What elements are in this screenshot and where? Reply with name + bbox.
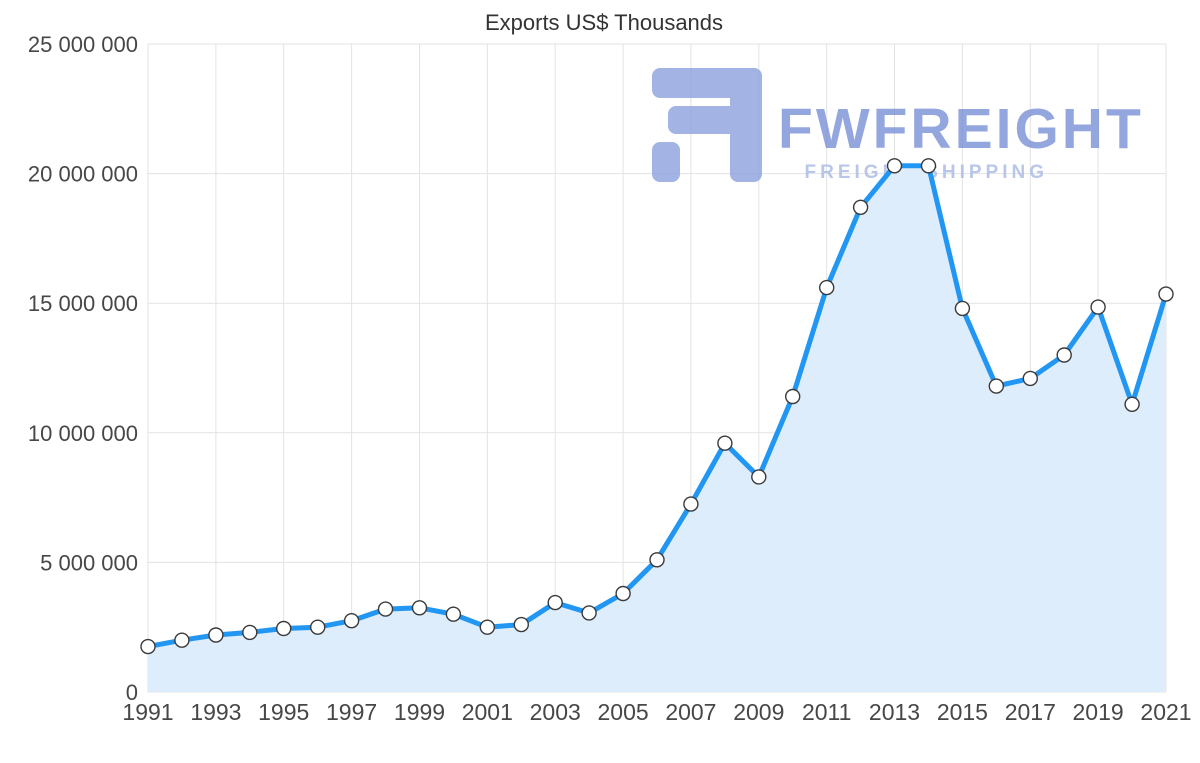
x-axis-tick-label: 2015 <box>937 699 988 725</box>
data-point-marker <box>920 158 937 174</box>
series-area-fill <box>148 165 1166 693</box>
watermark-brand-text: FWFREIGHT <box>778 97 1144 161</box>
data-point-marker <box>276 620 292 637</box>
y-axis-tick-label: 15 000 000 <box>28 291 138 316</box>
chart-title: Exports US$ Thousands <box>485 10 723 35</box>
data-point-marker <box>377 601 394 617</box>
data-point-marker <box>140 638 156 655</box>
y-axis-tick-label: 10 000 000 <box>28 421 138 446</box>
data-point-marker <box>513 616 529 633</box>
data-point-marker <box>310 619 326 635</box>
fwfreight-logo-icon <box>652 68 762 182</box>
data-point-marker <box>445 606 462 622</box>
x-axis-tick-label: 2003 <box>530 699 581 725</box>
x-axis-tick-label: 2017 <box>1005 699 1056 725</box>
data-point-marker <box>1090 299 1106 315</box>
logo-spine <box>730 68 762 182</box>
data-point-marker <box>785 388 801 405</box>
x-axis-tick-label: 2007 <box>665 699 716 725</box>
data-point-marker <box>615 585 631 602</box>
data-point-marker <box>547 594 563 611</box>
y-axis-tick-label: 25 000 000 <box>28 32 138 57</box>
data-point-marker <box>1056 347 1072 363</box>
series-layer <box>140 158 1174 693</box>
data-point-marker <box>1022 370 1039 387</box>
data-point-marker <box>208 627 224 643</box>
y-axis-tick-label: 5 000 000 <box>40 550 138 575</box>
y-axis-tick-label: 0 <box>126 680 138 705</box>
x-axis-tick-label: 2013 <box>869 699 920 725</box>
data-point-marker <box>751 469 767 485</box>
data-point-marker <box>988 378 1004 394</box>
data-point-marker <box>174 632 190 648</box>
x-axis-tick-label: 2005 <box>598 699 649 725</box>
data-point-marker <box>343 613 360 629</box>
data-point-marker <box>683 496 699 512</box>
fwfreight-watermark: FWFREIGHT FREIGHT SHIPPING <box>652 68 1144 183</box>
x-axis-tick-label: 1997 <box>326 699 377 725</box>
x-axis-tick-label: 1995 <box>258 699 309 725</box>
data-point-marker <box>1158 286 1174 302</box>
x-axis-tick-label: 1999 <box>394 699 445 725</box>
data-point-marker <box>479 619 495 635</box>
data-point-marker <box>819 279 835 296</box>
data-point-marker <box>886 158 903 174</box>
x-axis-tick-label: 1993 <box>190 699 241 725</box>
data-point-marker <box>852 199 869 216</box>
x-axis-tick-label: 2009 <box>733 699 784 725</box>
data-point-marker <box>411 600 428 616</box>
data-point-marker <box>954 300 971 317</box>
data-point-marker <box>649 552 665 568</box>
x-axis-tick-label: 2001 <box>462 699 513 725</box>
data-point-marker <box>1124 396 1140 412</box>
x-axis-tick-label: 2019 <box>1073 699 1124 725</box>
x-axis-tick-label: 2011 <box>802 699 851 725</box>
logo-bar-bottom <box>652 142 680 182</box>
axis-labels-layer: 0 5 000 000 10 000 000 15 000 000 20 000 000… <box>28 32 1192 725</box>
x-axis-tick-label: 2021 <box>1140 699 1191 725</box>
data-point-marker <box>242 624 258 641</box>
x-axis-tick-label: 1991 <box>122 699 173 725</box>
data-point-marker <box>717 435 733 451</box>
data-point-marker <box>581 605 597 621</box>
y-axis-tick-label: 20 000 000 <box>28 162 138 187</box>
